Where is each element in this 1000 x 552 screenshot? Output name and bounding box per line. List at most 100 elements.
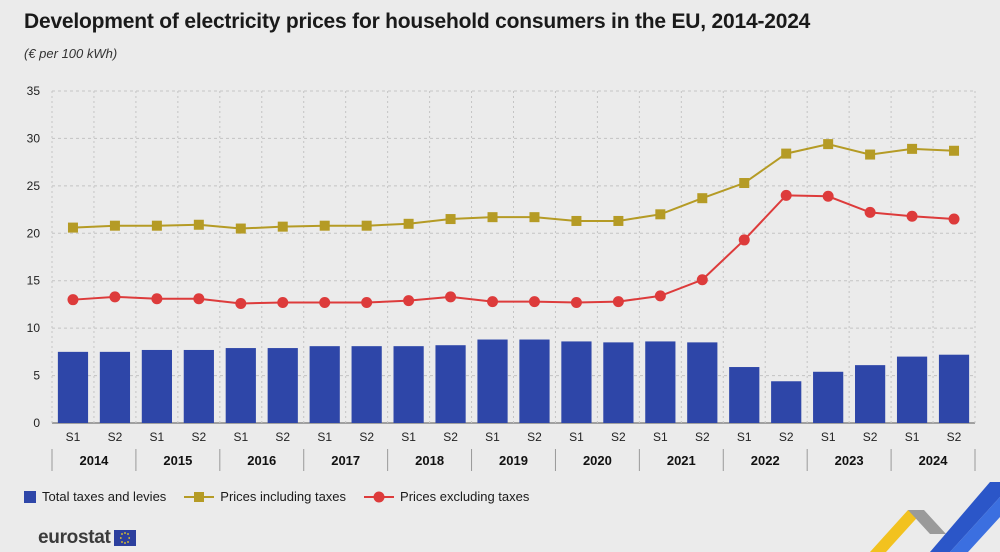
point <box>738 234 750 246</box>
eurostat-logo: eurostat <box>38 527 136 549</box>
point <box>864 206 876 218</box>
point <box>906 210 918 222</box>
x-tick-label: S2 <box>275 430 290 444</box>
bar <box>141 349 172 423</box>
point <box>907 143 918 154</box>
point <box>949 145 960 156</box>
bar <box>435 345 466 423</box>
x-tick-label: S1 <box>66 430 81 444</box>
legend-label-bars: Total taxes and levies <box>42 489 167 504</box>
point <box>445 291 457 303</box>
point <box>529 212 540 223</box>
point <box>487 296 499 308</box>
point <box>361 297 373 309</box>
y-tick-label: 5 <box>33 369 40 383</box>
y-tick-label: 0 <box>33 416 40 430</box>
year-label: 2022 <box>751 453 780 468</box>
x-tick-label: S2 <box>359 430 374 444</box>
legend-swatch-incl <box>184 491 215 502</box>
point <box>865 149 876 160</box>
y-tick-label: 25 <box>27 179 41 193</box>
x-tick-label: S1 <box>233 430 248 444</box>
legend-item-bars: Total taxes and levies <box>24 489 166 504</box>
year-label: 2023 <box>835 453 864 468</box>
legend-swatch-excl <box>364 491 395 502</box>
chart-title: Development of electricity prices for ho… <box>24 10 811 33</box>
bar <box>645 341 676 423</box>
point <box>696 274 708 286</box>
year-label: 2015 <box>163 453 192 468</box>
year-label: 2016 <box>247 453 276 468</box>
point <box>109 220 120 231</box>
year-label: 2024 <box>919 453 949 468</box>
point <box>613 215 624 226</box>
bar <box>687 342 718 423</box>
year-label: 2021 <box>667 453 696 468</box>
x-tick-label: S1 <box>905 430 920 444</box>
x-tick-label: S2 <box>863 430 878 444</box>
x-tick-label: S2 <box>527 430 542 444</box>
y-tick-label: 10 <box>27 321 41 335</box>
point <box>780 189 792 201</box>
legend-label-incl: Prices including taxes <box>220 489 347 504</box>
point <box>822 190 834 202</box>
bar <box>477 339 508 423</box>
bar <box>351 346 382 423</box>
legend-swatch-bars <box>24 490 36 503</box>
point <box>193 293 205 305</box>
bar <box>183 349 214 423</box>
chart-subtitle: (€ per 100 kWh) <box>24 46 118 61</box>
x-tick-label: S2 <box>611 430 626 444</box>
bar <box>519 339 550 423</box>
point <box>570 297 582 309</box>
point <box>445 214 456 225</box>
point <box>361 220 372 231</box>
chart-area: 0 5 10 15 20 25 30 35 S1 S2 S1 S2 S1 S2 S1 S2 S1 S2 S1 S2 S1… <box>27 84 976 471</box>
bar <box>225 348 256 423</box>
x-tick-label: S1 <box>401 430 416 444</box>
point <box>235 223 246 234</box>
legend: Total taxes and levies Prices including … <box>24 489 547 504</box>
x-tick-label: S2 <box>947 430 962 444</box>
point <box>697 193 708 204</box>
x-tick-label: S1 <box>569 430 584 444</box>
point <box>612 296 624 308</box>
point <box>823 139 834 150</box>
x-tick-label: S1 <box>653 430 668 444</box>
bar <box>813 371 844 423</box>
point <box>277 297 289 309</box>
bar <box>561 341 592 423</box>
y-tick-label: 35 <box>27 84 41 98</box>
point <box>67 222 78 233</box>
x-tick-label: S2 <box>191 430 206 444</box>
point <box>319 297 331 309</box>
x-tick-label: S2 <box>108 430 123 444</box>
point <box>151 293 163 305</box>
point <box>654 290 666 302</box>
series-line <box>72 194 955 305</box>
point <box>487 212 498 223</box>
point <box>319 220 330 231</box>
year-label: 2019 <box>499 453 528 468</box>
point <box>193 219 204 230</box>
bar <box>267 348 298 423</box>
point <box>739 178 750 189</box>
x-tick-label: S1 <box>737 430 752 444</box>
x-tick-label: S2 <box>779 430 794 444</box>
point <box>277 221 288 232</box>
x-tick-label: S1 <box>485 430 500 444</box>
x-tick-label: S2 <box>695 430 710 444</box>
bar <box>729 367 760 423</box>
logo-text: eurostat <box>38 527 111 548</box>
bar <box>938 354 970 423</box>
y-tick-label: 20 <box>27 226 41 240</box>
legend-label-excl: Prices excluding taxes <box>400 489 530 504</box>
point <box>151 220 162 231</box>
point <box>571 215 582 226</box>
year-label: 2020 <box>583 453 612 468</box>
series-line <box>72 143 955 230</box>
bar <box>855 365 886 423</box>
y-tick-label: 15 <box>27 274 41 288</box>
corner-decoration <box>870 482 1000 552</box>
eu-flag-icon <box>113 530 136 546</box>
